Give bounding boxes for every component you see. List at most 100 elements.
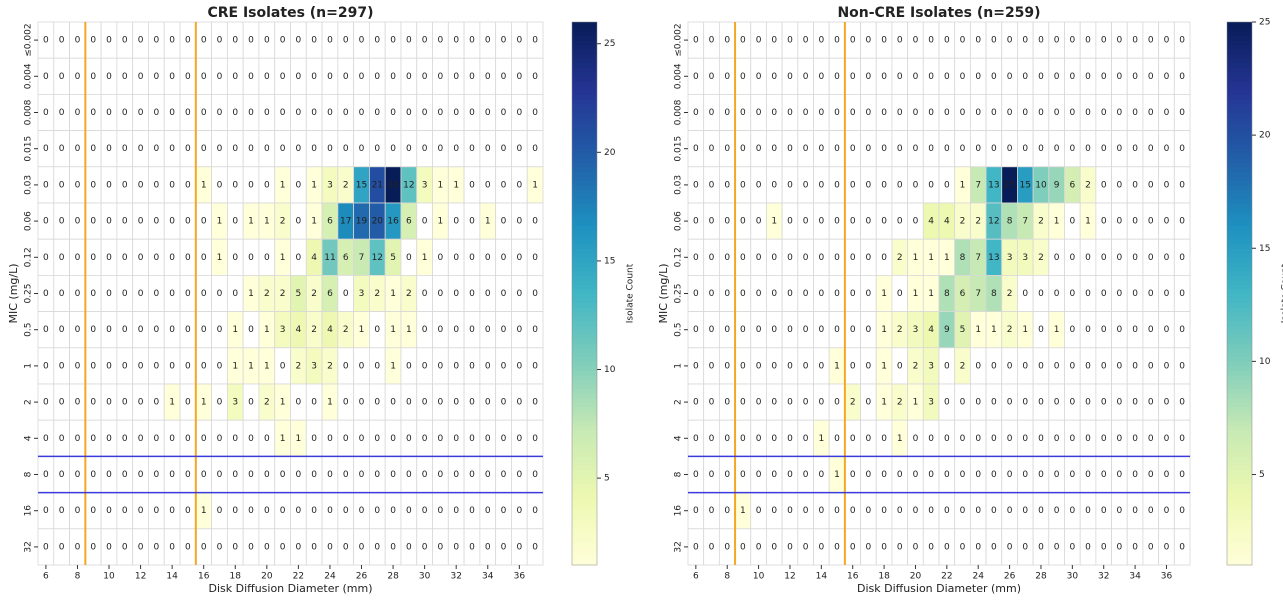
cell-label: 0 bbox=[756, 398, 762, 408]
cell-label: 0 bbox=[944, 36, 950, 46]
cell-label: 0 bbox=[1179, 289, 1185, 299]
colorbar-swatch bbox=[572, 546, 597, 552]
cell-label: 0 bbox=[264, 253, 270, 263]
cell-label: 0 bbox=[185, 108, 191, 118]
cell-label: 0 bbox=[343, 289, 349, 299]
cell-label: 0 bbox=[359, 434, 365, 444]
colorbar-swatch bbox=[572, 451, 597, 457]
cell-label: 0 bbox=[217, 72, 223, 82]
cell-label: 0 bbox=[1101, 361, 1107, 371]
cell-label: 0 bbox=[1179, 36, 1185, 46]
cell-label: 0 bbox=[1148, 470, 1154, 480]
cell-label: 0 bbox=[201, 361, 207, 371]
cell-label: 1 bbox=[280, 434, 286, 444]
x-tick-label: 20 bbox=[910, 572, 922, 582]
cell-label: 0 bbox=[913, 180, 919, 190]
cell-label: 2 bbox=[311, 325, 317, 335]
cell-label: 0 bbox=[185, 434, 191, 444]
cell-label: 0 bbox=[311, 506, 317, 516]
colorbar-swatch bbox=[1227, 560, 1252, 566]
colorbar-swatch bbox=[572, 117, 597, 123]
chart-title: CRE Isolates (n=297) bbox=[207, 5, 373, 21]
cell-label: 1 bbox=[280, 253, 286, 263]
cell-label: 0 bbox=[343, 434, 349, 444]
colorbar-swatch bbox=[572, 537, 597, 543]
cell-label: 0 bbox=[1085, 144, 1091, 154]
cell-label: 0 bbox=[280, 470, 286, 480]
cell-label: 0 bbox=[1132, 36, 1138, 46]
cell-label: 3 bbox=[327, 180, 333, 190]
colorbar-swatch bbox=[572, 551, 597, 557]
cell-label: 0 bbox=[280, 542, 286, 552]
x-tick-label: 10 bbox=[103, 572, 115, 582]
cell-label: 0 bbox=[90, 144, 96, 154]
cell-label: 0 bbox=[693, 470, 699, 480]
colorbar-swatch bbox=[1227, 44, 1252, 50]
y-tick-label: 0.25 bbox=[674, 283, 684, 303]
colorbar-swatch bbox=[1227, 506, 1252, 512]
colorbar-swatch bbox=[572, 483, 597, 489]
cell-label: 0 bbox=[1132, 434, 1138, 444]
colorbar-swatch bbox=[1227, 302, 1252, 308]
colorbar-swatch bbox=[1227, 203, 1252, 209]
y-tick-label: 1 bbox=[674, 363, 684, 369]
cell-label: 0 bbox=[248, 253, 254, 263]
cell-label: 0 bbox=[374, 398, 380, 408]
cell-label: 0 bbox=[485, 434, 491, 444]
cell-label: 0 bbox=[201, 108, 207, 118]
cell-label: 0 bbox=[264, 434, 270, 444]
colorbar-swatch bbox=[572, 506, 597, 512]
cell-label: 0 bbox=[709, 506, 715, 516]
cell-label: 0 bbox=[453, 72, 459, 82]
colorbar-swatch bbox=[1227, 356, 1252, 362]
cell-label: 1 bbox=[232, 325, 238, 335]
cell-label: 0 bbox=[390, 470, 396, 480]
cell-label: 0 bbox=[1117, 180, 1123, 190]
cell-label: 1 bbox=[201, 506, 207, 516]
cell-label: 0 bbox=[1069, 289, 1075, 299]
x-tick-label: 22 bbox=[941, 572, 952, 582]
x-tick-label: 18 bbox=[230, 572, 242, 582]
colorbar-swatch bbox=[1227, 488, 1252, 494]
cell-label: 0 bbox=[185, 506, 191, 516]
cell-label: 0 bbox=[1069, 398, 1075, 408]
cell-label: 0 bbox=[928, 144, 934, 154]
cell-label: 0 bbox=[1164, 253, 1170, 263]
cell-label: 0 bbox=[59, 108, 65, 118]
colorbar-swatch bbox=[572, 198, 597, 204]
cell-label: 0 bbox=[59, 506, 65, 516]
colorbar-swatch bbox=[572, 166, 597, 172]
cell-label: 0 bbox=[881, 180, 887, 190]
cell-label: 0 bbox=[803, 108, 809, 118]
cell-label: 0 bbox=[485, 325, 491, 335]
cell-label: 0 bbox=[453, 289, 459, 299]
y-axis-label: MIC (mg/L) bbox=[7, 263, 20, 323]
cell-label: 2 bbox=[1038, 253, 1044, 263]
y-tick-label: 0.03 bbox=[24, 175, 34, 195]
colorbar-swatch bbox=[1227, 325, 1252, 331]
cell-label: 0 bbox=[485, 36, 491, 46]
cell-label: 2 bbox=[1085, 180, 1091, 190]
cell-label: 0 bbox=[469, 325, 475, 335]
colorbar-swatch bbox=[572, 103, 597, 109]
colorbar-swatch bbox=[1227, 26, 1252, 32]
cell-label: 0 bbox=[217, 108, 223, 118]
cell-label: 0 bbox=[866, 144, 872, 154]
cell-label: 0 bbox=[422, 470, 428, 480]
cell-label: 0 bbox=[185, 470, 191, 480]
colorbar-swatch bbox=[1227, 266, 1252, 272]
cell-label: 0 bbox=[422, 542, 428, 552]
colorbar-swatch bbox=[572, 252, 597, 258]
colorbar-swatch bbox=[1227, 361, 1252, 367]
cell-label: 0 bbox=[1132, 180, 1138, 190]
cell bbox=[1173, 528, 1191, 566]
cell-label: 0 bbox=[1179, 470, 1185, 480]
cell-label: 0 bbox=[740, 398, 746, 408]
cell-label: 0 bbox=[106, 217, 112, 227]
cell-label: 1 bbox=[327, 398, 333, 408]
cell-label: 0 bbox=[960, 434, 966, 444]
cell-label: 0 bbox=[201, 289, 207, 299]
cell-label: 0 bbox=[756, 36, 762, 46]
cell-label: 0 bbox=[1179, 180, 1185, 190]
cell-label: 0 bbox=[343, 72, 349, 82]
